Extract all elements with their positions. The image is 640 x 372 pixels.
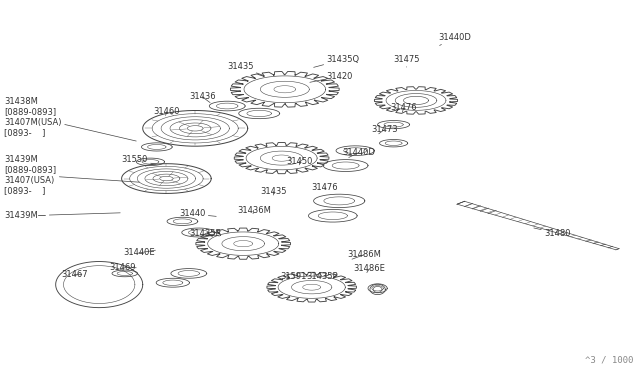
Text: 31476: 31476 [390,103,417,112]
Text: ^3 / 1000: ^3 / 1000 [585,356,634,365]
Text: 31436M: 31436M [237,206,271,215]
Text: 31440: 31440 [179,209,216,218]
Text: 31591: 31591 [280,272,307,280]
Text: 31435R: 31435R [189,229,221,238]
Text: 31435Q: 31435Q [314,55,360,67]
Text: 31435P: 31435P [306,272,337,280]
Text: 31469: 31469 [109,263,136,272]
Text: 31440D: 31440D [342,148,375,157]
Text: 31439M
[0889-0893]
31407(USA)
[0893-    ]: 31439M [0889-0893] 31407(USA) [0893- ] [4,155,140,195]
Text: 31440E: 31440E [123,248,156,257]
Text: 31475: 31475 [394,55,420,67]
Text: 31439M—: 31439M— [4,211,120,220]
Text: 31438M
[0889-0893]
31407M(USA)
[0893-    ]: 31438M [0889-0893] 31407M(USA) [0893- ] [4,97,136,141]
Text: 31476: 31476 [312,183,339,192]
Text: 31436: 31436 [189,92,216,103]
Text: 31486M: 31486M [347,250,381,259]
Text: 31486E: 31486E [353,264,385,273]
Text: 31435: 31435 [260,187,286,196]
Text: 31467: 31467 [61,270,88,279]
Text: 31473: 31473 [371,125,398,134]
Text: 31480: 31480 [534,228,570,238]
Text: 31420: 31420 [310,72,353,82]
Text: 31550: 31550 [122,155,156,164]
Text: 31450: 31450 [286,157,312,166]
Text: 31435: 31435 [227,62,264,76]
Text: 31460: 31460 [154,107,180,116]
Text: 31440D: 31440D [438,33,471,45]
